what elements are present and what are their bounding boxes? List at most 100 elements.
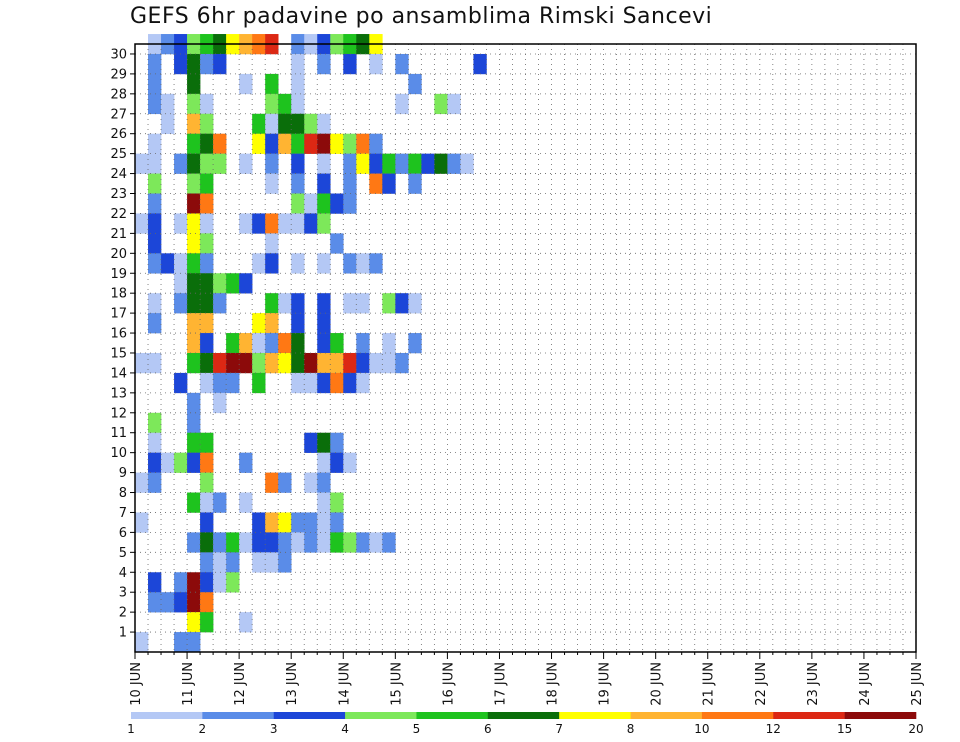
heatmap-cell [174,372,188,394]
heatmap-cell [226,273,240,294]
heatmap-cell [408,73,422,95]
heatmap-cell [187,532,201,553]
heatmap-cell [187,273,201,294]
colorbar: 1 2 3 4 5 6 7 8 10 12 15 20 [127,712,924,736]
x-tick-label: 15 JUN [389,662,404,706]
heatmap-cell [187,452,201,473]
heatmap-cell [187,333,201,354]
heatmap-cell [278,133,292,154]
colorbar-label: 15 [837,722,852,736]
heatmap-cell [187,392,201,414]
heatmap-cell [187,592,201,613]
heatmap-cell [174,572,188,593]
heatmap-cell [265,333,279,354]
heatmap-cell [148,592,162,613]
heatmap-cell [239,333,253,354]
heatmap-cell [369,352,383,374]
heatmap-cell [356,253,370,274]
heatmap-cell [343,352,357,374]
heatmap-cell [148,173,162,194]
heatmap-cell [460,153,474,174]
heatmap-cell [174,213,188,234]
heatmap-cell [304,472,318,493]
heatmap-cell [226,552,240,573]
heatmap-cell [148,253,162,274]
heatmap-cell [239,532,253,553]
heatmap-cell [200,233,214,254]
colorbar-label: 2 [199,722,207,736]
heatmap-cell [317,432,331,453]
heatmap-cell [330,492,344,513]
chart-title: GEFS 6hr padavine po ansamblima Rimski S… [130,4,713,29]
x-tick-label: 19 JUN [598,662,613,706]
heatmap-cell [265,233,279,254]
colorbar-label: 8 [627,722,635,736]
heatmap-cell [148,293,162,314]
heatmap-cell [200,193,214,214]
y-tick-label: 21 [110,227,127,242]
heatmap-cell [317,113,331,134]
heatmap-cell [187,193,201,214]
colorbar-swatch [630,712,703,719]
heatmap-cell [343,193,357,214]
heatmap-cell [356,352,370,374]
heatmap-cell [135,632,149,653]
heatmap-cell [278,333,292,354]
heatmap-cell [148,53,162,75]
colorbar-swatch [273,712,346,719]
y-tick-label: 9 [119,466,127,481]
heatmap-cell [291,333,305,354]
heatmap-cell [148,73,162,95]
heatmap-cell [343,153,357,174]
heatmap-cell [278,512,292,533]
heatmap-cell [278,293,292,314]
heatmap-cell [252,552,266,573]
heatmap-cell [278,352,292,374]
y-tick-label: 12 [110,406,127,421]
x-tick-label: 17 JUN [493,662,508,706]
heatmap-cell [187,492,201,513]
heatmap-cell [200,452,214,473]
heatmap-cell [161,113,175,134]
heatmap-cell [161,253,175,274]
heatmap-cell [187,233,201,254]
heatmap-cell [304,532,318,553]
heatmap-cell [200,153,214,174]
heatmap-cell [291,313,305,334]
heatmap-cell [200,352,214,374]
colorbar-swatch [416,712,489,719]
heatmap-cell [330,452,344,473]
heatmap-cell [174,592,188,613]
heatmap-cell [187,293,201,314]
y-tick-label: 30 [110,47,127,62]
heatmap-cell [291,173,305,194]
y-tick-label: 29 [110,67,127,82]
heatmap-cell [135,472,149,493]
heatmap-cell [161,93,175,115]
y-tick-label: 6 [119,526,127,541]
heatmap-cell [200,173,214,194]
heatmap-cell [343,532,357,553]
heatmap-cell [421,153,435,174]
x-tick-label: 22 JUN [754,662,769,706]
heatmap-cell [304,352,318,374]
heatmap-cell [226,333,240,354]
colorbar-swatch [131,712,203,719]
heatmap-cell [226,372,240,394]
heatmap-cell [265,532,279,553]
x-tick-label: 23 JUN [806,662,821,706]
heatmap-cells [135,34,487,653]
x-tick-label: 11 JUN [181,662,196,706]
heatmap-cell [317,372,331,394]
heatmap-cell [213,293,227,314]
heatmap-cell [382,153,396,174]
heatmap-cell [317,133,331,154]
heatmap-cell [252,352,266,374]
heatmap-cell [382,293,396,314]
heatmap-cell [304,213,318,234]
y-tick-label: 2 [119,606,127,621]
y-tick-label: 7 [119,506,127,521]
heatmap-cell [200,372,214,394]
x-tick-label: 12 JUN [233,662,248,706]
heatmap-cell [330,233,344,254]
